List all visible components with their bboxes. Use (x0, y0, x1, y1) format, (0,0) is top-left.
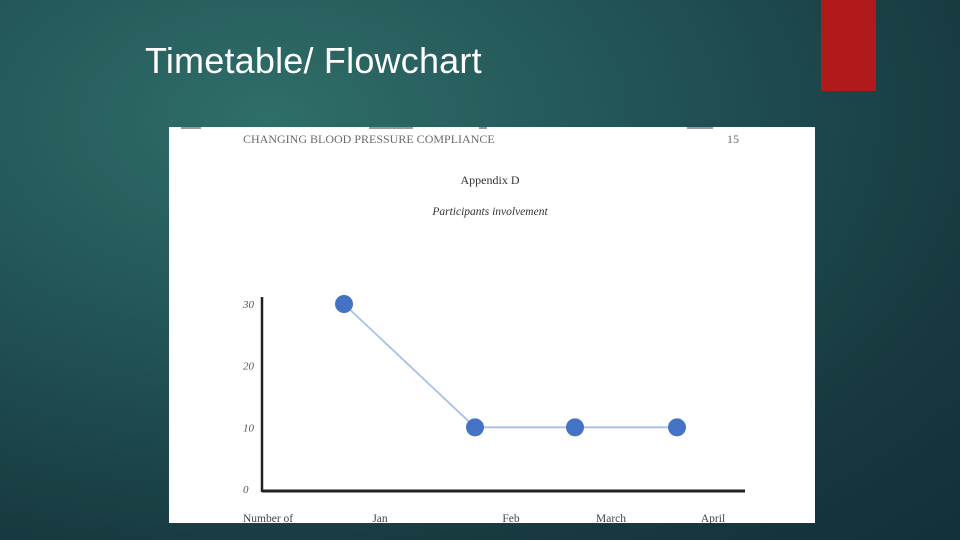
y-tick-label: 30 (242, 299, 255, 311)
y-tick-labels: 0 10 20 30 (242, 299, 255, 496)
figure-title: Participants involvement (431, 206, 548, 218)
y-tick-label: 10 (243, 422, 255, 434)
embedded-document-image: CHANGING BLOOD PRESSURE COMPLIANCE 15 Ap… (169, 127, 815, 523)
x-tick-label: April (701, 513, 725, 523)
y-tick-label: 20 (243, 361, 255, 373)
data-point (335, 295, 353, 313)
y-tick-label: 0 (243, 484, 249, 496)
appendix-heading: Appendix D (461, 173, 520, 187)
cropped-header-fragments (181, 127, 713, 129)
x-tick-label: Jan (372, 513, 388, 523)
running-head: CHANGING BLOOD PRESSURE COMPLIANCE (243, 132, 495, 146)
series-line (343, 303, 677, 429)
data-point (668, 418, 686, 437)
participation-chart: CHANGING BLOOD PRESSURE COMPLIANCE 15 Ap… (181, 127, 745, 523)
slide-title: Timetable/ Flowchart (145, 40, 482, 81)
x-axis-label: Number of (243, 513, 293, 523)
red-accent-bar (821, 0, 876, 91)
page-number: 15 (727, 132, 739, 146)
data-point (466, 418, 484, 437)
series-participants (335, 295, 686, 437)
x-tick-label: March (596, 513, 626, 523)
x-tick-labels: Number of Jan Feb March April (243, 513, 725, 523)
data-point (566, 418, 584, 437)
x-tick-label: Feb (502, 513, 520, 523)
